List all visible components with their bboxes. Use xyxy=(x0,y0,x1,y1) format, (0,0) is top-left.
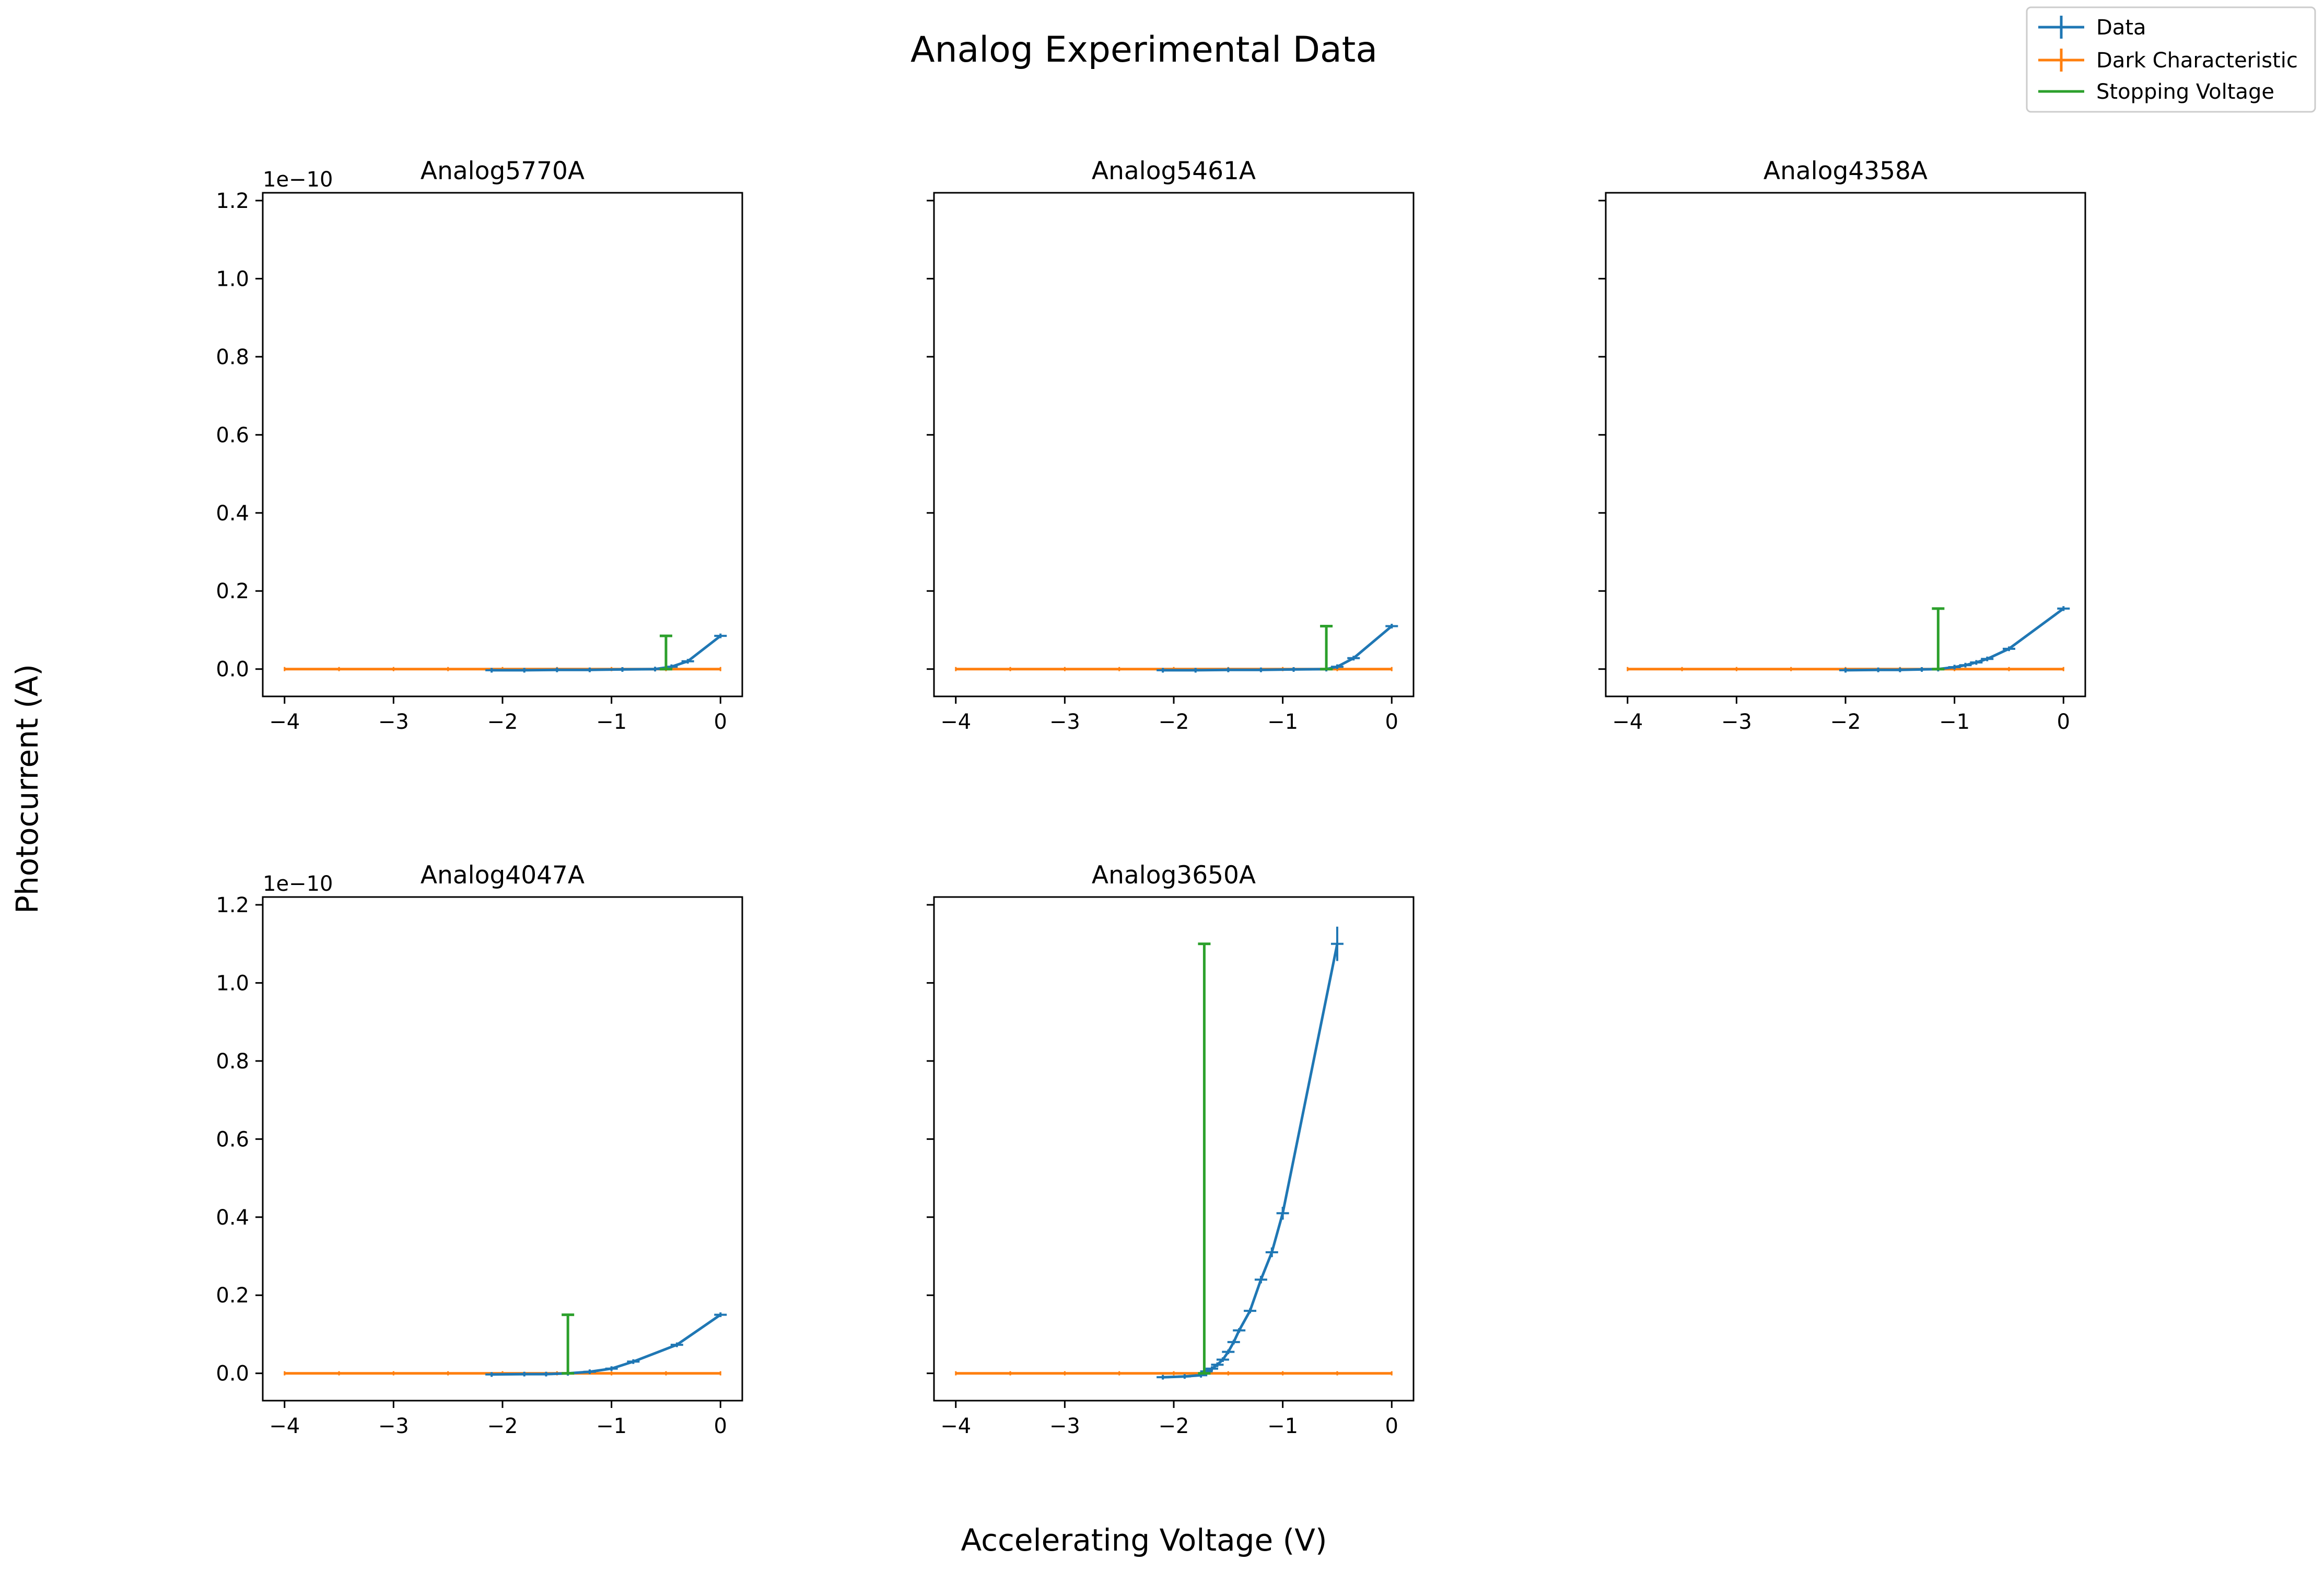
x-tick-label: −4 xyxy=(1612,710,1643,734)
x-tick-label: −4 xyxy=(269,1414,300,1438)
subplot-title: Analog4047A xyxy=(421,861,585,890)
y-offset-label: 1e−10 xyxy=(263,168,333,192)
y-tick-label: 1.2 xyxy=(216,189,249,213)
legend-label-data: Data xyxy=(2096,16,2146,40)
legend: Data Dark Characteristic Stopping Voltag… xyxy=(2026,6,2316,113)
y-tick-label: 1.0 xyxy=(216,971,249,995)
x-tick-label: −2 xyxy=(1159,710,1189,734)
subplot-2: Analog5461A −4 −3 −2 −1 0 xyxy=(927,157,1415,734)
figure-xlabel: Accelerating Voltage (V) xyxy=(961,1522,1327,1558)
x-tick-label: −2 xyxy=(1830,710,1861,734)
y-tick-label: 0.2 xyxy=(216,579,249,603)
y-tick-label: 0.2 xyxy=(216,1284,249,1308)
x-tick-label: −3 xyxy=(378,1414,409,1438)
x-tick-label: −3 xyxy=(378,710,409,734)
x-tick-label: −2 xyxy=(1159,1414,1189,1438)
x-tick-label: −1 xyxy=(1267,1414,1298,1438)
subplot-3: Analog4358A −4 −3 −2 −1 0 xyxy=(1598,157,2086,734)
x-tick-label: −3 xyxy=(1049,710,1080,734)
plot-frame xyxy=(262,896,743,1402)
plot-area xyxy=(934,193,1414,696)
y-tick-label: 0.0 xyxy=(216,658,249,682)
figure-title: Analog Experimental Data xyxy=(910,29,1377,71)
x-tick-label: 0 xyxy=(714,1414,727,1438)
y-tick-label: 0.6 xyxy=(216,1127,249,1151)
plot-frame xyxy=(1605,192,2086,697)
x-tick-label: −1 xyxy=(1267,710,1298,734)
y-tick-label: 0.4 xyxy=(216,502,249,526)
x-tick-label: −2 xyxy=(487,710,518,734)
plot-area xyxy=(1606,193,2085,696)
subplot-title: Analog4358A xyxy=(1764,157,1928,185)
plot-area xyxy=(263,897,742,1401)
subplot-1: Analog5770A −4 −3 −2 −1 0 0.0 0.2 0.4 0.6 0.8 1.0 1.… xyxy=(216,157,743,734)
legend-entry-data: Data xyxy=(2038,16,2146,40)
x-tick-label: 0 xyxy=(2057,710,2070,734)
x-tick-label: −3 xyxy=(1049,1414,1080,1438)
subplot-4: Analog4047A −4 −3 −2 −1 0 0.0 0.2 0.4 0.6 0.8 1.0 1.… xyxy=(216,861,743,1438)
y-tick-label: 0.6 xyxy=(216,423,249,447)
subplot-title: Analog5770A xyxy=(421,157,585,185)
y-offset-label: 1e−10 xyxy=(263,872,333,896)
x-tick-label: −4 xyxy=(269,710,300,734)
legend-frame xyxy=(2026,6,2316,113)
subplot-title: Analog3650A xyxy=(1092,861,1256,890)
x-tick-label: 0 xyxy=(1385,1414,1398,1438)
y-tick-label: 1.0 xyxy=(216,267,249,291)
subplot-5: Analog3650A −4 −3 −2 −1 0 xyxy=(927,861,1415,1438)
x-tick-label: −1 xyxy=(596,710,627,734)
legend-label-stopping: Stopping Voltage xyxy=(2096,80,2274,104)
y-tick-label: 0.4 xyxy=(216,1206,249,1230)
x-tick-label: −1 xyxy=(1939,710,1970,734)
legend-label-dark: Dark Characteristic xyxy=(2096,49,2298,73)
subplots: Analog5770A −4 −3 −2 −1 0 0.0 0.2 0.4 0.6 0.8 1.0 1.… xyxy=(216,157,2086,1438)
plot-frame xyxy=(933,896,1415,1402)
x-tick-label: −4 xyxy=(940,1414,971,1438)
x-tick-label: −4 xyxy=(940,710,971,734)
y-tick-label: 1.2 xyxy=(216,893,249,917)
plot-area xyxy=(934,897,1414,1401)
x-tick-label: −2 xyxy=(487,1414,518,1438)
legend-entry-stopping-voltage: Stopping Voltage xyxy=(2038,80,2274,104)
x-tick-label: −1 xyxy=(596,1414,627,1438)
legend-entry-dark-characteristic: Dark Characteristic xyxy=(2038,49,2298,73)
figure-ylabel: Photocurrent (A) xyxy=(9,664,45,914)
plot-area xyxy=(263,193,742,696)
x-tick-label: 0 xyxy=(1385,710,1398,734)
plot-frame xyxy=(933,192,1415,697)
subplot-title: Analog5461A xyxy=(1092,157,1256,185)
y-tick-label: 0.8 xyxy=(216,1050,249,1074)
plot-frame xyxy=(262,192,743,697)
y-tick-label: 0.0 xyxy=(216,1362,249,1386)
x-tick-label: 0 xyxy=(714,710,727,734)
y-tick-label: 0.8 xyxy=(216,345,249,369)
x-tick-label: −3 xyxy=(1721,710,1752,734)
